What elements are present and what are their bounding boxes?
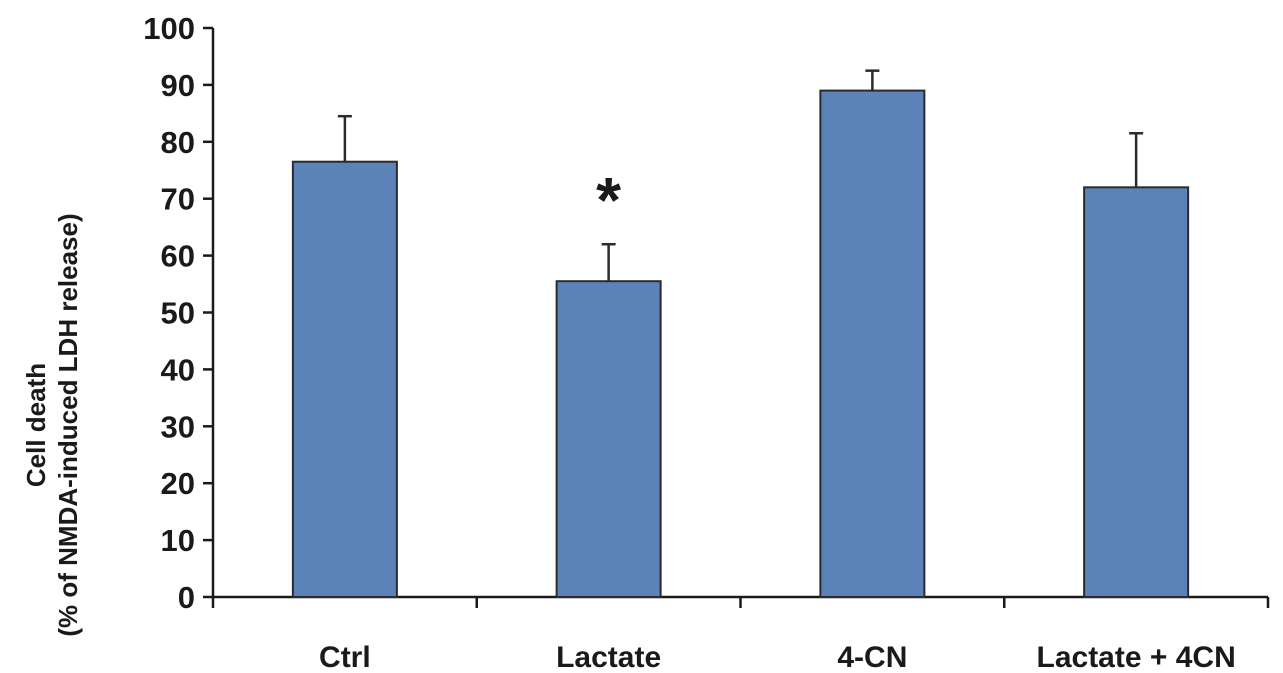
x-tick-label-ctrl: Ctrl (319, 641, 371, 673)
y-tick-label-40: 40 (161, 352, 195, 387)
bar-lactate (555, 280, 662, 598)
y-tick-label-0: 0 (178, 580, 195, 615)
y-tick-label-100: 100 (143, 11, 195, 46)
bar-4-cn (819, 89, 926, 598)
category-labels: Ctrl Lactate 4-CN Lactate + 4CN (319, 641, 1236, 673)
y-tick-label-20: 20 (161, 466, 195, 501)
x-axis (211, 595, 1270, 608)
y-tick-label-30: 30 (161, 409, 195, 444)
bar-lactate-4cn (1083, 186, 1190, 598)
bars (291, 89, 1190, 598)
y-axis-title: Cell death (% of NMDA-induced LDH releas… (21, 213, 83, 636)
x-tick-label-4-cn: 4-CN (837, 641, 907, 673)
y-axis-title-line2: (% of NMDA-induced LDH release) (53, 213, 83, 636)
bar-ctrl (291, 160, 398, 598)
y-tick-label-70: 70 (161, 182, 195, 217)
y-axis-title-line1: Cell death (21, 363, 51, 487)
x-tick-label-lactate: Lactate (556, 641, 661, 673)
y-tick-label-50: 50 (161, 296, 195, 331)
x-tick-label-lactate-4cn: Lactate + 4CN (1037, 641, 1236, 673)
y-tick-label-60: 60 (161, 239, 195, 274)
y-tick-label-80: 80 (161, 125, 195, 160)
error-bars (337, 69, 1144, 282)
significance-asterisk: * (596, 164, 621, 236)
y-tick-label-10: 10 (161, 523, 195, 558)
y-axis: 0 10 20 30 40 50 60 70 80 90 100 (143, 11, 215, 615)
y-tick-label-90: 90 (161, 68, 195, 103)
annotations: * (596, 164, 621, 236)
